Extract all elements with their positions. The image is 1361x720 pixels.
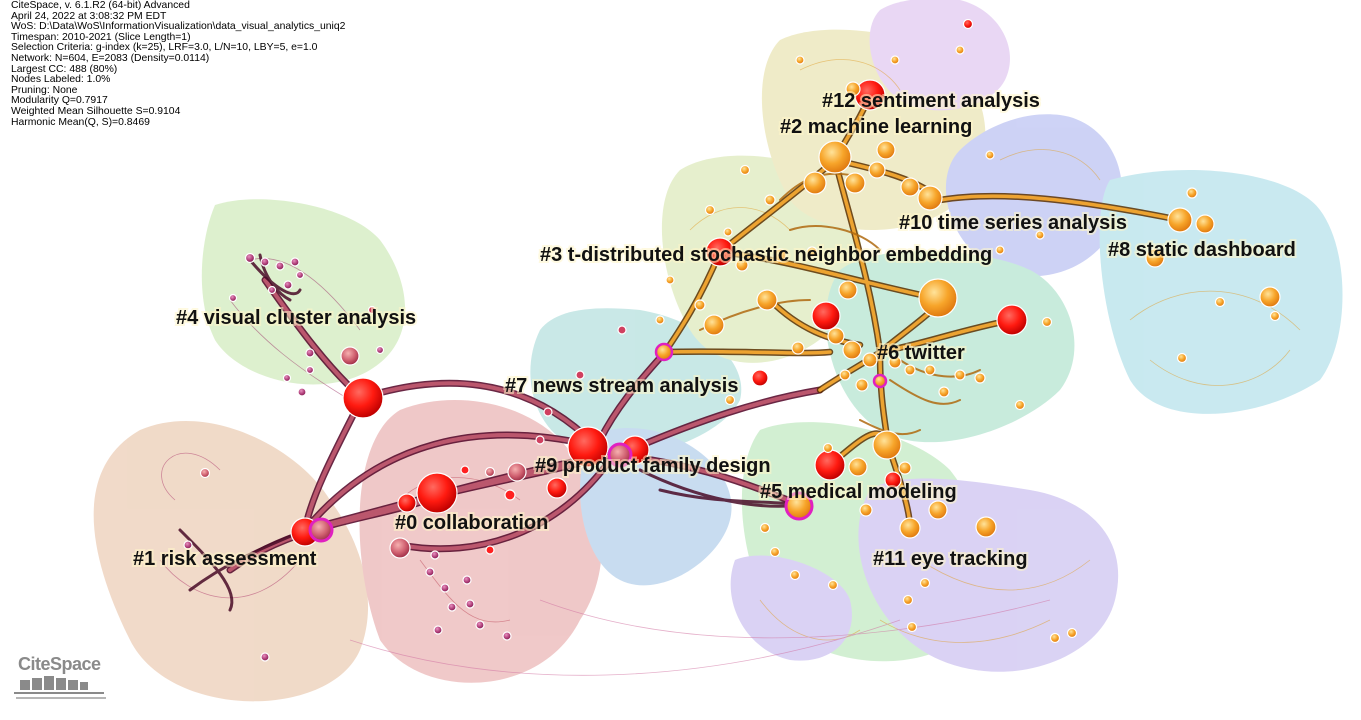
cluster-label-8: #8 static dashboard xyxy=(1108,239,1296,261)
cluster-label-12: #12 sentiment analysis xyxy=(822,90,1040,112)
cluster-hull-11 xyxy=(858,478,1119,672)
cluster-label-5: #5 medical modeling xyxy=(760,481,957,503)
info-line: CiteSpace, v. 6.1.R2 (64-bit) Advanced xyxy=(11,0,190,11)
cluster-label-9: #9 product family design xyxy=(535,455,771,477)
info-line: Nodes Labeled: 1.0% xyxy=(11,74,111,86)
info-line: WoS: D:\Data\WoS\InformationVisualizatio… xyxy=(11,21,346,33)
citespace-logo: CiteSpace xyxy=(14,654,114,702)
cluster-label-11: #11 eye tracking xyxy=(873,548,1028,570)
cluster-label-10: #10 time series analysis xyxy=(899,212,1127,234)
cluster-label-3: #3 t-distributed stochastic neighbor emb… xyxy=(540,244,992,266)
info-line: Pruning: None xyxy=(11,84,78,96)
cluster-label-7: #7 news stream analysis xyxy=(505,375,738,397)
cluster-label-1: #1 risk assessment xyxy=(133,548,317,570)
network-info-panel: CiteSpace, v. 6.1.R2 (64-bit) Advanced Ap… xyxy=(11,0,346,128)
cluster-hull-12 xyxy=(869,0,1010,111)
cluster-label-6: #6 twitter xyxy=(877,342,965,364)
info-line: Network: N=604, E=2083 (Density=0.0114) xyxy=(11,52,210,64)
info-line: Weighted Mean Silhouette S=0.9104 xyxy=(11,105,181,117)
cluster-label-2: #2 machine learning xyxy=(780,116,972,138)
logo-graphic-icon xyxy=(14,676,106,699)
info-line: Selection Criteria: g-index (k=25), LRF=… xyxy=(11,42,318,54)
info-line: Modularity Q=0.7917 xyxy=(11,95,108,107)
cluster-hull-4 xyxy=(201,199,405,385)
info-line: Largest CC: 488 (80%) xyxy=(11,63,118,75)
info-line: April 24, 2022 at 3:08:32 PM EDT xyxy=(11,10,167,22)
cluster-hull-6 xyxy=(825,251,1075,443)
cluster-label-0: #0 collaboration xyxy=(395,512,548,534)
info-line: Timespan: 2010-2021 (Slice Length=1) xyxy=(11,31,191,43)
cluster-label-4: #4 visual cluster analysis xyxy=(176,307,416,329)
cluster-hull-11b xyxy=(730,555,852,661)
info-line: Harmonic Mean(Q, S)=0.8469 xyxy=(11,116,150,128)
cluster-hull-1 xyxy=(93,420,369,702)
logo-text: CiteSpace xyxy=(18,654,101,674)
